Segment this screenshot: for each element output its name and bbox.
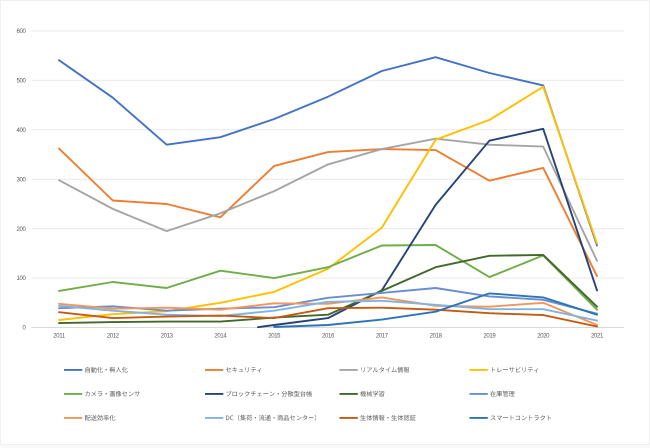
svg-text:2016: 2016 — [322, 333, 335, 339]
svg-text:300: 300 — [17, 177, 27, 183]
svg-text:2011: 2011 — [53, 333, 66, 339]
svg-text:2015: 2015 — [268, 333, 281, 339]
svg-text:2021: 2021 — [591, 333, 604, 339]
svg-text:2013: 2013 — [161, 333, 174, 339]
svg-text:2017: 2017 — [376, 333, 389, 339]
svg-text:0: 0 — [23, 326, 27, 332]
svg-text:2020: 2020 — [537, 333, 550, 339]
svg-text:100: 100 — [17, 276, 27, 282]
svg-text:400: 400 — [17, 128, 27, 134]
svg-text:600: 600 — [17, 29, 27, 35]
svg-text:2018: 2018 — [430, 333, 443, 339]
svg-text:2012: 2012 — [107, 333, 120, 339]
svg-text:200: 200 — [17, 227, 27, 233]
svg-text:2014: 2014 — [214, 333, 227, 339]
svg-text:500: 500 — [17, 79, 27, 85]
svg-text:2019: 2019 — [483, 333, 496, 339]
